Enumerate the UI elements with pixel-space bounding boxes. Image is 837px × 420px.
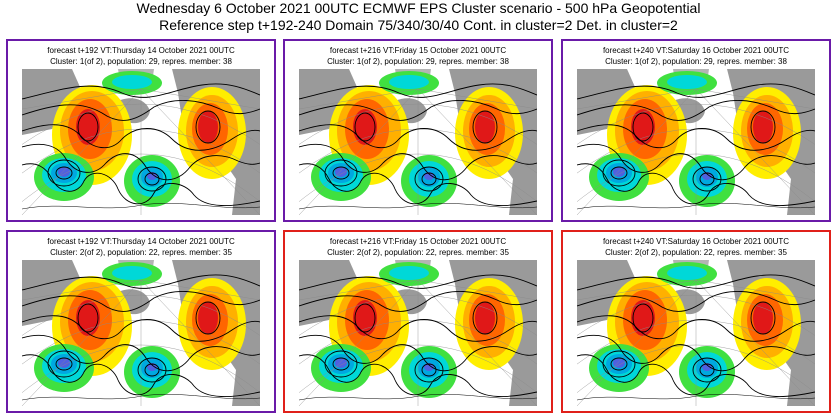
panel-cluster-label: Cluster: 1(of 2), population: 29, repres… xyxy=(605,57,787,66)
figure-header: Wednesday 6 October 2021 00UTC ECMWF EPS… xyxy=(0,0,837,34)
panel-cluster-label: Cluster: 2(of 2), population: 22, repres… xyxy=(605,248,787,257)
panel-forecast-label: forecast t+192 VT:Thursday 14 October 20… xyxy=(47,46,235,55)
map-panel-c2-t216: forecast t+216 VT:Friday 15 October 2021… xyxy=(283,230,553,413)
map-panel-c2-t240: forecast t+240 VT:Saturday 16 October 20… xyxy=(561,230,831,413)
panel-cluster-label: Cluster: 2(of 2), population: 22, repres… xyxy=(50,248,232,257)
panel-forecast-label: forecast t+216 VT:Friday 15 October 2021… xyxy=(329,46,507,55)
map-panel-c1-t216: forecast t+216 VT:Friday 15 October 2021… xyxy=(283,39,553,222)
geopotential-map xyxy=(577,260,815,406)
panel-cluster-label: Cluster: 1(of 2), population: 29, repres… xyxy=(50,57,232,66)
map-panel-c2-t192: forecast t+192 VT:Thursday 14 October 20… xyxy=(6,230,276,413)
panel-forecast-label: forecast t+192 VT:Thursday 14 October 20… xyxy=(47,237,235,246)
figure-title: Wednesday 6 October 2021 00UTC ECMWF EPS… xyxy=(136,0,701,16)
geopotential-map xyxy=(299,260,537,406)
panel-forecast-label: forecast t+216 VT:Friday 15 October 2021… xyxy=(329,237,507,246)
map-panel-c1-t240: forecast t+240 VT:Saturday 16 October 20… xyxy=(561,39,831,222)
panel-forecast-label: forecast t+240 VT:Saturday 16 October 20… xyxy=(602,237,790,246)
figure-subtitle: Reference step t+192-240 Domain 75/340/3… xyxy=(159,17,678,33)
map-panel-c1-t192: forecast t+192 VT:Thursday 14 October 20… xyxy=(6,39,276,222)
panel-forecast-label: forecast t+240 VT:Saturday 16 October 20… xyxy=(602,46,790,55)
panel-cluster-label: Cluster: 2(of 2), population: 22, repres… xyxy=(327,248,509,257)
geopotential-map xyxy=(299,69,537,215)
panel-cluster-label: Cluster: 1(of 2), population: 29, repres… xyxy=(327,57,509,66)
geopotential-map xyxy=(22,260,260,406)
geopotential-map xyxy=(22,69,260,215)
geopotential-map xyxy=(577,69,815,215)
